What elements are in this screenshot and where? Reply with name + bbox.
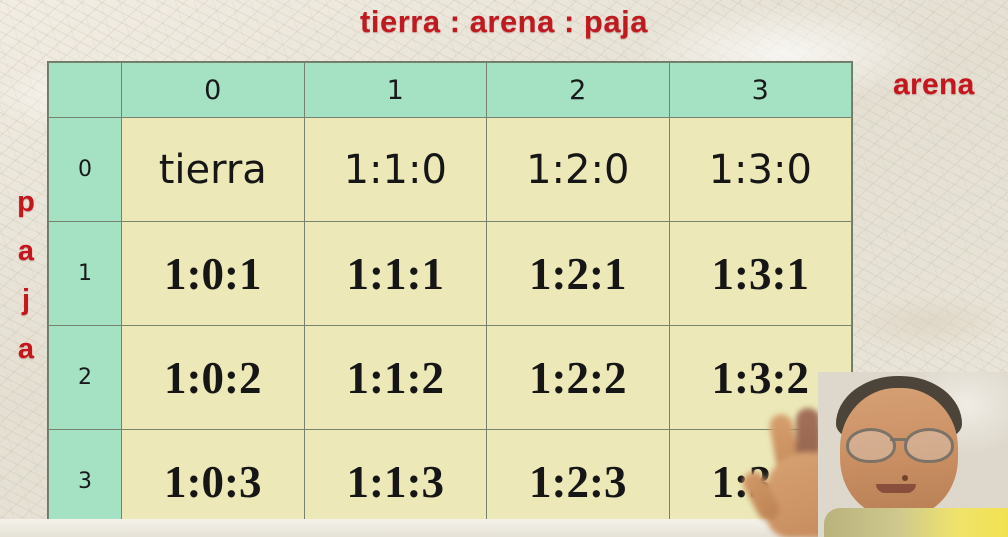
row-header-2: 2 <box>48 325 122 430</box>
cell-2-1: 1:1:2 <box>303 325 487 430</box>
cell-3-0: 1:0:3 <box>121 429 305 534</box>
glasses-lens-right <box>904 428 954 463</box>
cell-0-3: 1:3:0 <box>668 117 852 222</box>
cell-2-2: 1:2:2 <box>486 325 670 430</box>
cell-2-0: 1:0:2 <box>121 325 305 430</box>
cell-3-1: 1:1:3 <box>303 429 487 534</box>
table-row: 1 1:0:1 1:1:1 1:2:1 1:3:1 <box>48 221 852 326</box>
cell-0-1: 1:1:0 <box>303 117 487 222</box>
presenter-video-overlay <box>818 372 1008 537</box>
presenter-scarf <box>824 508 1008 537</box>
presenter-mole <box>902 475 908 481</box>
column-header-2: 2 <box>486 62 670 118</box>
paja-letter-j: j <box>21 284 31 316</box>
column-header-0: 0 <box>121 62 305 118</box>
glasses-lens-left <box>846 428 896 463</box>
row-header-1: 1 <box>48 221 122 326</box>
paja-letter-p: p <box>17 186 35 218</box>
axis-label-arena: arena <box>893 68 975 101</box>
desk-surface <box>0 519 1008 537</box>
ratio-table: 0 1 2 3 0 tierra 1:1:0 1:2:0 1:3:0 1 1:0… <box>48 62 852 534</box>
column-header-1: 1 <box>303 62 487 118</box>
cell-1-0: 1:0:1 <box>121 221 305 326</box>
glasses-icon <box>844 428 956 463</box>
column-header-3: 3 <box>668 62 852 118</box>
table-row: 3 1:0:3 1:1:3 1:2:3 1:3:3 <box>48 429 852 534</box>
table-corner-cell <box>48 62 122 118</box>
cell-0-2: 1:2:0 <box>486 117 670 222</box>
page-title: tierra : arena : paja <box>360 4 648 39</box>
table-header-row: 0 1 2 3 <box>48 62 852 118</box>
cell-1-2: 1:2:1 <box>486 221 670 326</box>
cell-1-3: 1:3:1 <box>668 221 852 326</box>
table-row: 0 tierra 1:1:0 1:2:0 1:3:0 <box>48 117 852 222</box>
cell-1-1: 1:1:1 <box>303 221 487 326</box>
presenter-mouth <box>876 484 916 493</box>
paja-letter-a2: a <box>17 333 35 365</box>
row-header-0: 0 <box>48 117 122 222</box>
cell-3-2: 1:2:3 <box>486 429 670 534</box>
axis-label-paja: p a j a <box>9 178 43 374</box>
cell-0-0: tierra <box>121 117 305 222</box>
row-header-3: 3 <box>48 429 122 534</box>
table-row: 2 1:0:2 1:1:2 1:2:2 1:3:2 <box>48 325 852 430</box>
glasses-bridge <box>890 438 906 441</box>
paja-letter-a1: a <box>17 235 35 267</box>
